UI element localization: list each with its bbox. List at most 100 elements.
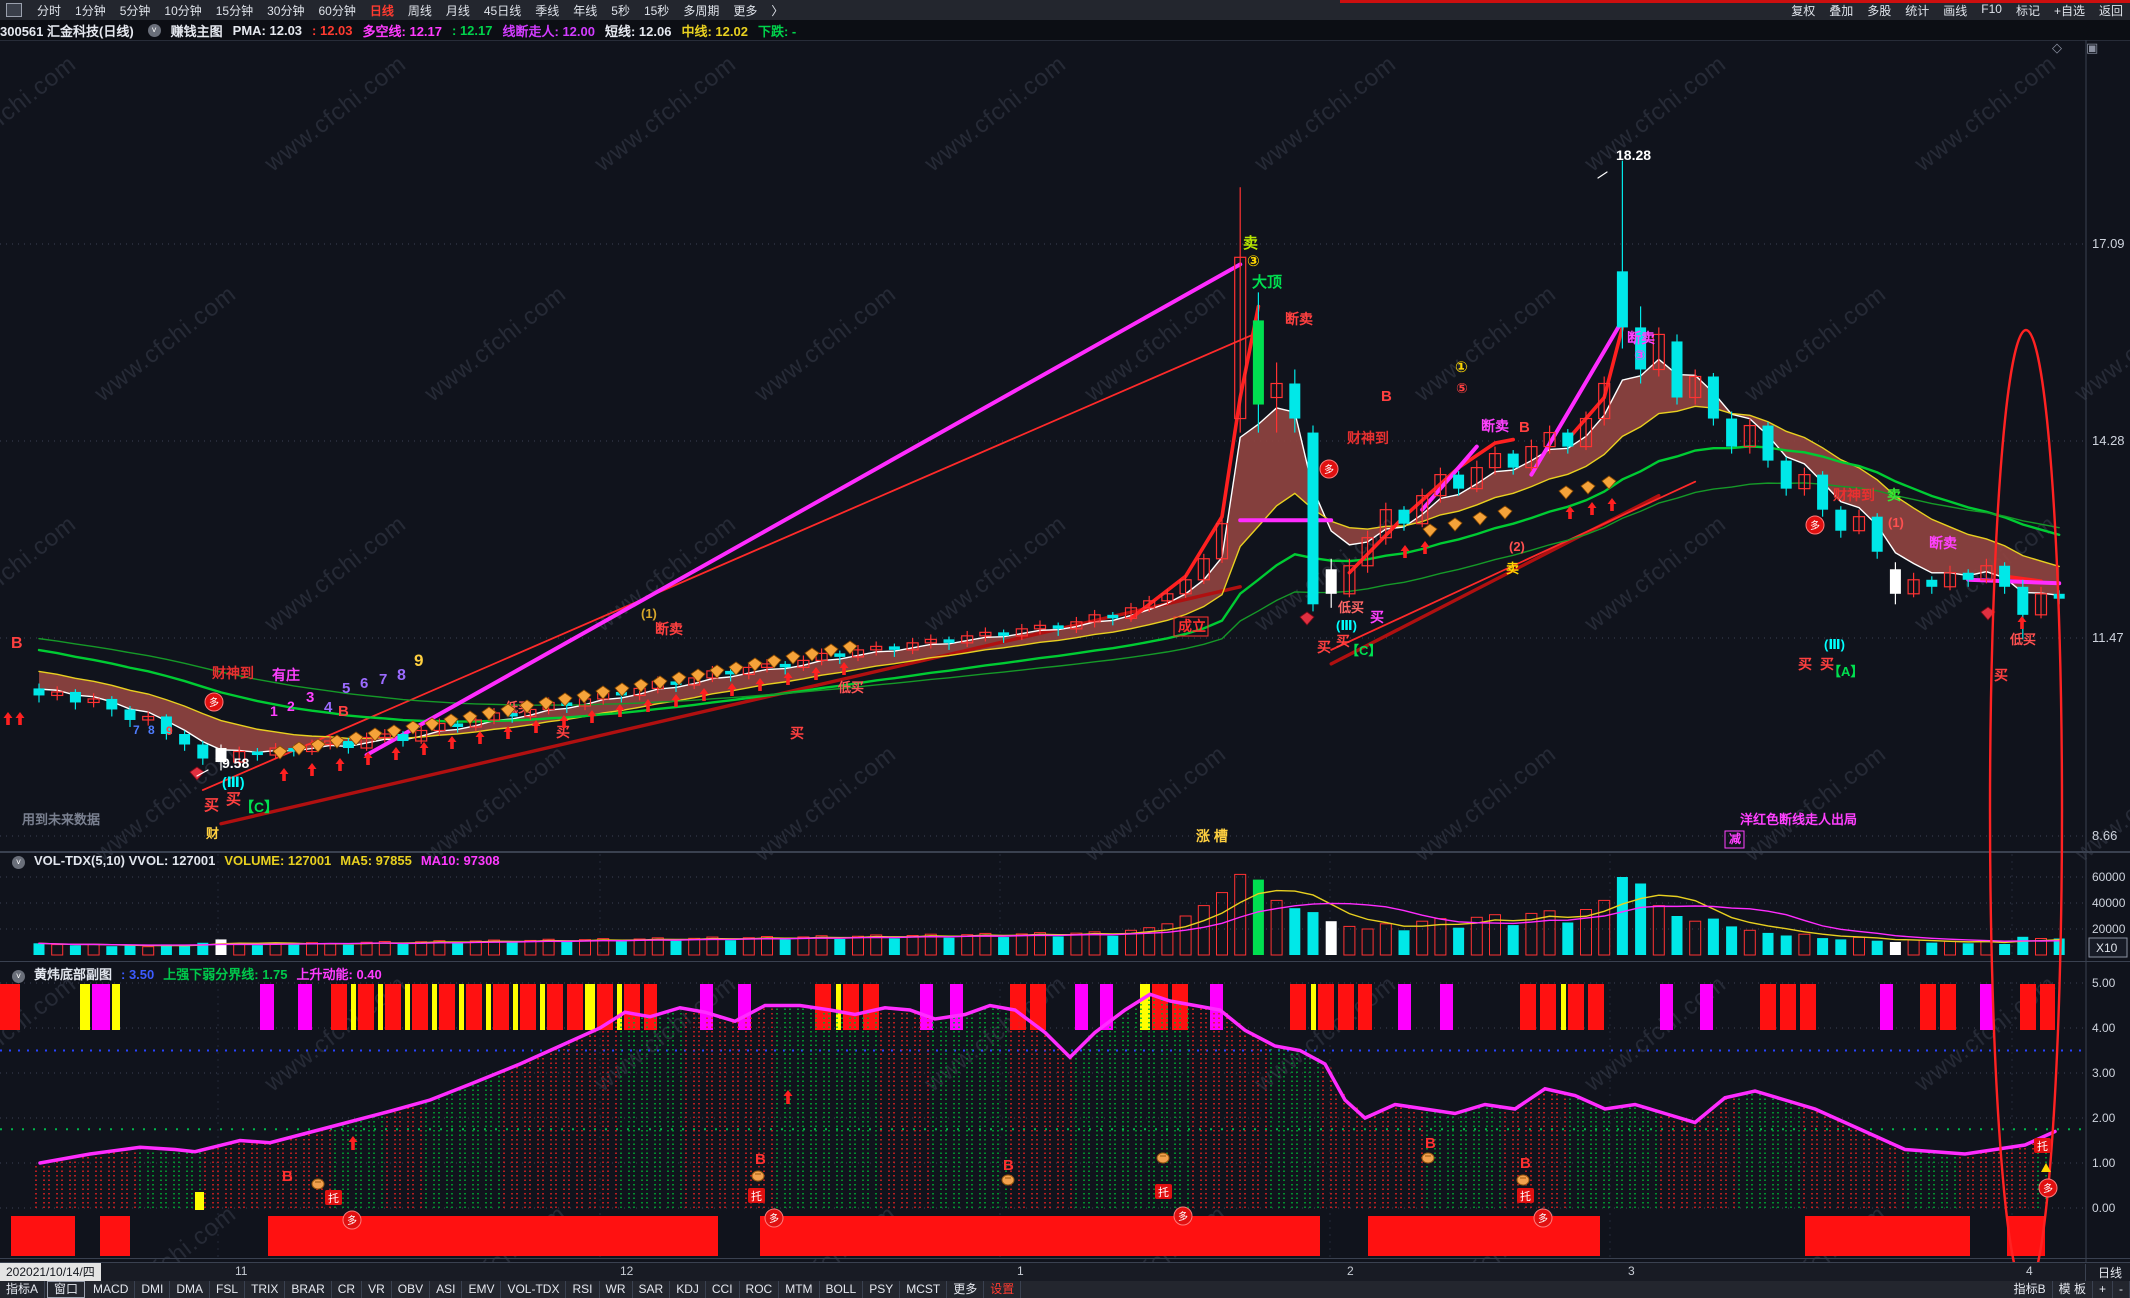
- toolbar-item-TRIX[interactable]: TRIX: [245, 1281, 286, 1298]
- toolbar-item-MCST[interactable]: MCST: [900, 1281, 948, 1298]
- toolbar-item-BOLL[interactable]: BOLL: [820, 1281, 864, 1298]
- value-segment: 线断走人: 12.00: [502, 23, 595, 39]
- value-segment: VOLUME: 127001: [224, 853, 332, 868]
- toolbar-item-ASI[interactable]: ASI: [430, 1281, 463, 1298]
- toolbar-item-CR[interactable]: CR: [332, 1281, 363, 1298]
- svg-text:4.00: 4.00: [2092, 1021, 2116, 1035]
- toolbar-item-模 板[interactable]: 模 板: [2053, 1281, 2093, 1298]
- menu-item-月线[interactable]: 月线: [445, 3, 470, 18]
- menu-item-5秒[interactable]: 5秒: [611, 3, 630, 18]
- main-chart[interactable]: 17.09 14.28 11.47 8.66: [0, 40, 2130, 852]
- menu-item-5分钟[interactable]: 5分钟: [119, 3, 151, 18]
- window-icon[interactable]: [6, 3, 22, 17]
- menu-item-叠加[interactable]: 叠加: [1829, 3, 1854, 18]
- volume-header: ˅ VOL-TDX(5,10) VVOL: 127001 VOLUME: 12700…: [8, 853, 509, 869]
- date-tick: 12: [620, 1264, 634, 1278]
- current-date-cell: 202021/10/14/四: [0, 1263, 101, 1281]
- tools-menu: 复权 叠加 多股 统计 画线 F10 标记 +自选 返回: [1784, 2, 2130, 19]
- menu-item-分时[interactable]: 分时: [37, 3, 62, 18]
- menu-item-30分钟[interactable]: 30分钟: [267, 3, 305, 18]
- value-segment: 下跌: -: [757, 23, 797, 39]
- toolbar-item-MTM[interactable]: MTM: [779, 1281, 820, 1298]
- value-segment: VOL-TDX(5,10) VVOL: 127001: [34, 853, 216, 868]
- toolbar-item--[interactable]: -: [2113, 1281, 2130, 1298]
- menu-item-返回[interactable]: 返回: [2098, 3, 2123, 18]
- date-axis[interactable]: 202021/10/14/四 11 12 1 2 3 4 日线: [0, 1262, 2130, 1282]
- toolbar-item-KDJ[interactable]: KDJ: [670, 1281, 706, 1298]
- menu-item-年线[interactable]: 年线: [573, 3, 598, 18]
- toolbar-item-SAR[interactable]: SAR: [633, 1281, 671, 1298]
- indicator-toolbar-right: 指标B 模 板 + -: [2008, 1281, 2130, 1298]
- value-segment: 上强下弱分界线: 1.75: [163, 967, 288, 982]
- menu-item-统计[interactable]: 统计: [1905, 3, 1930, 18]
- toolbar-item-EMV[interactable]: EMV: [462, 1281, 502, 1298]
- sub-indicator-pane[interactable]: 5.00 4.00 3.00 2.00 1.00 0.00: [0, 962, 2130, 1262]
- toolbar-item-MACD[interactable]: MACD: [87, 1281, 136, 1298]
- svg-text:17.09: 17.09: [2092, 236, 2125, 251]
- date-tick: 4: [2026, 1264, 2033, 1278]
- toolbar-item-VR[interactable]: VR: [362, 1281, 392, 1298]
- toolbar-item-ROC[interactable]: ROC: [740, 1281, 780, 1298]
- period-menu: 分时 1分钟 5分钟 10分钟 15分钟 30分钟 60分钟 日线 周线 月线 45日线 季线 年线 5秒…: [30, 2, 790, 19]
- toolbar-item-更多[interactable]: 更多: [947, 1281, 985, 1298]
- toolbar-item-RSI[interactable]: RSI: [566, 1281, 600, 1298]
- menu-item-15分钟[interactable]: 15分钟: [215, 3, 254, 18]
- toolbar-item-OBV[interactable]: OBV: [392, 1281, 431, 1298]
- menu-item-10分钟[interactable]: 10分钟: [164, 3, 202, 18]
- indicator-list: 指标A 窗口 MACD DMI DMA FSL TRIX BRAR CR VR OBV ASI EMV V…: [0, 1281, 1022, 1298]
- toolbar-item-BRAR[interactable]: BRAR: [285, 1281, 332, 1298]
- svg-text:11.47: 11.47: [2092, 630, 2124, 645]
- date-tick: 11: [235, 1264, 248, 1278]
- menu-item-1分钟[interactable]: 1分钟: [75, 3, 106, 18]
- period-label: 日线: [2084, 1264, 2122, 1281]
- svg-text:20000: 20000: [2092, 922, 2126, 936]
- svg-text:0.00: 0.00: [2092, 1201, 2116, 1215]
- value-segment: 中线: 12.02: [681, 23, 748, 39]
- menu-item-周线[interactable]: 周线: [407, 3, 432, 18]
- value-segment: 300561 汇金科技(日线): [0, 23, 134, 39]
- svg-text:X10: X10: [2096, 941, 2118, 955]
- menu-item-15秒[interactable]: 15秒: [643, 3, 670, 18]
- date-tick: 2: [1347, 1264, 1354, 1278]
- collapse-icon[interactable]: ˅: [147, 23, 161, 37]
- menu-item-F10[interactable]: F10: [1981, 1, 2002, 16]
- toolbar-item-FSL[interactable]: FSL: [210, 1281, 246, 1298]
- value-segment: 短线: 12.06: [604, 23, 672, 39]
- value-segment: 上升动能: 0.40: [296, 967, 382, 982]
- indicator-toolbar: 指标A 窗口 MACD DMI DMA FSL TRIX BRAR CR VR OBV ASI EMV V…: [0, 1281, 2130, 1298]
- value-segment: : 3.50: [121, 967, 155, 982]
- menu-item-〉[interactable]: 〉: [771, 3, 784, 18]
- value-segment: MA5: 97855: [340, 853, 412, 868]
- toolbar-item-PSY[interactable]: PSY: [863, 1281, 901, 1298]
- toolbar-item-+[interactable]: +: [2093, 1281, 2113, 1298]
- menu-item-60分钟[interactable]: 60分钟: [318, 3, 356, 18]
- toolbar-item-指标A[interactable]: 指标A: [0, 1281, 46, 1298]
- period-menubar: 分时 1分钟 5分钟 10分钟 15分钟 30分钟 60分钟 日线 周线 月线 45日线 季线 年线 5秒…: [0, 0, 2130, 20]
- date-tick: 1: [1017, 1264, 1024, 1278]
- value-segment: : 12.17: [452, 22, 493, 38]
- value-segment: MA10: 97308: [420, 853, 500, 868]
- indicator-info-bar: 300561 汇金科技(日线) ˅ 赚钱主图 PMA: 12.03: 12.03 多空线…: [0, 20, 2130, 41]
- menu-item-复权[interactable]: 复权: [1791, 3, 1816, 18]
- toolbar-item-窗口[interactable]: 窗口: [47, 1281, 86, 1298]
- collapse-icon[interactable]: ˅: [12, 856, 25, 869]
- menu-item-45日线[interactable]: 45日线: [483, 3, 522, 18]
- toolbar-item-WR[interactable]: WR: [600, 1281, 633, 1298]
- menu-item-多股[interactable]: 多股: [1867, 3, 1892, 18]
- collapse-icon[interactable]: ˅: [12, 970, 25, 983]
- svg-text:8.66: 8.66: [2092, 828, 2117, 843]
- toolbar-item-指标B[interactable]: 指标B: [2008, 1281, 2053, 1298]
- svg-text:14.28: 14.28: [2092, 433, 2125, 448]
- toolbar-item-设置[interactable]: 设置: [984, 1281, 1022, 1298]
- toolbar-item-CCI[interactable]: CCI: [706, 1281, 740, 1298]
- toolbar-item-VOL-TDX[interactable]: VOL-TDX: [501, 1281, 567, 1298]
- menu-item-季线[interactable]: 季线: [535, 3, 560, 18]
- menu-item-更多[interactable]: 更多: [733, 3, 758, 18]
- menu-item-标记[interactable]: 标记: [2015, 3, 2040, 18]
- menu-item-+自选[interactable]: +自选: [2053, 3, 2085, 18]
- menu-item-多周期[interactable]: 多周期: [683, 3, 720, 18]
- menu-item-日线[interactable]: 日线: [369, 3, 394, 18]
- toolbar-item-DMI[interactable]: DMI: [135, 1281, 171, 1298]
- menu-item-画线[interactable]: 画线: [1943, 3, 1968, 18]
- toolbar-item-DMA[interactable]: DMA: [170, 1281, 211, 1298]
